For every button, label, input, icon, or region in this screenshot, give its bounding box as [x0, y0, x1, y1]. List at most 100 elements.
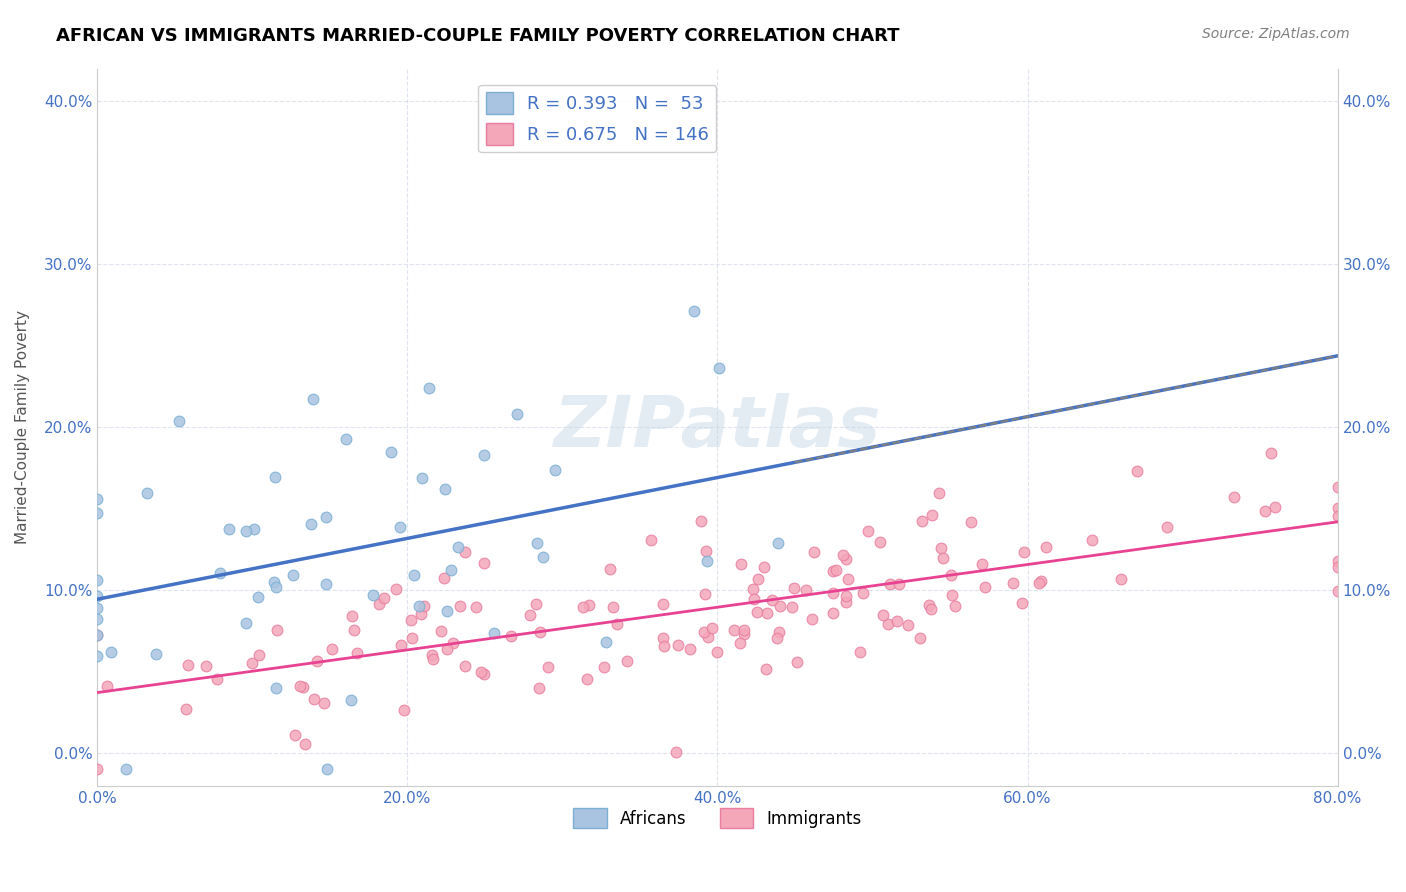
- Africans: [380, 445, 402, 459]
- Immigrants: [689, 514, 711, 528]
- Africans: [389, 519, 412, 533]
- Immigrants: [1002, 576, 1025, 591]
- Immigrants: [801, 612, 824, 626]
- Africans: [86, 573, 108, 587]
- Immigrants: [972, 558, 994, 572]
- Immigrants: [1326, 501, 1348, 516]
- Immigrants: [247, 648, 270, 662]
- Immigrants: [524, 597, 547, 611]
- Immigrants: [1028, 576, 1050, 591]
- Africans: [595, 635, 617, 649]
- Immigrants: [652, 639, 675, 653]
- Immigrants: [321, 641, 343, 656]
- Africans: [218, 522, 240, 536]
- Immigrants: [939, 568, 962, 582]
- Africans: [264, 470, 287, 484]
- Immigrants: [728, 635, 751, 649]
- Immigrants: [537, 659, 560, 673]
- Africans: [86, 601, 108, 615]
- Immigrants: [943, 599, 966, 613]
- Immigrants: [730, 558, 752, 572]
- Immigrants: [454, 658, 477, 673]
- Immigrants: [877, 617, 900, 632]
- Immigrants: [176, 702, 198, 716]
- Africans: [506, 408, 529, 422]
- Africans: [408, 599, 430, 613]
- Immigrants: [897, 618, 920, 632]
- Text: AFRICAN VS IMMIGRANTS MARRIED-COUPLE FAMILY POVERTY CORRELATION CHART: AFRICAN VS IMMIGRANTS MARRIED-COUPLE FAM…: [56, 27, 900, 45]
- Africans: [340, 693, 363, 707]
- Africans: [86, 649, 108, 664]
- Africans: [418, 381, 440, 395]
- Immigrants: [869, 534, 891, 549]
- Immigrants: [752, 560, 775, 574]
- Immigrants: [741, 582, 763, 596]
- Immigrants: [291, 680, 314, 694]
- Immigrants: [499, 629, 522, 643]
- Africans: [247, 590, 270, 604]
- Immigrants: [1223, 490, 1246, 504]
- Africans: [447, 541, 470, 555]
- Immigrants: [768, 625, 790, 640]
- Immigrants: [384, 582, 406, 596]
- Immigrants: [449, 599, 471, 613]
- Immigrants: [832, 548, 855, 562]
- Immigrants: [823, 586, 845, 600]
- Africans: [315, 577, 337, 591]
- Immigrants: [571, 599, 593, 614]
- Immigrants: [177, 657, 200, 672]
- Immigrants: [823, 564, 845, 578]
- Africans: [235, 524, 257, 538]
- Africans: [86, 492, 108, 507]
- Immigrants: [755, 662, 778, 676]
- Immigrants: [1011, 596, 1033, 610]
- Africans: [482, 626, 505, 640]
- Immigrants: [302, 691, 325, 706]
- Africans: [707, 361, 730, 376]
- Immigrants: [606, 616, 628, 631]
- Immigrants: [205, 672, 228, 686]
- Africans: [531, 550, 554, 565]
- Immigrants: [761, 593, 783, 607]
- Immigrants: [640, 533, 662, 547]
- Immigrants: [825, 563, 848, 577]
- Immigrants: [733, 623, 755, 637]
- Immigrants: [872, 608, 894, 623]
- Immigrants: [409, 607, 432, 622]
- Immigrants: [1260, 445, 1282, 459]
- Immigrants: [1081, 533, 1104, 547]
- Immigrants: [665, 746, 688, 760]
- Immigrants: [879, 577, 901, 591]
- Y-axis label: Married-Couple Family Poverty: Married-Couple Family Poverty: [15, 310, 30, 544]
- Immigrants: [695, 586, 717, 600]
- Immigrants: [666, 639, 689, 653]
- Immigrants: [1111, 572, 1133, 586]
- Immigrants: [420, 648, 443, 662]
- Africans: [86, 589, 108, 603]
- Africans: [363, 587, 385, 601]
- Immigrants: [974, 580, 997, 594]
- Immigrants: [889, 577, 911, 591]
- Immigrants: [464, 599, 486, 614]
- Immigrants: [723, 623, 745, 637]
- Immigrants: [695, 544, 717, 558]
- Immigrants: [1254, 504, 1277, 518]
- Africans: [299, 516, 322, 531]
- Immigrants: [756, 607, 779, 621]
- Africans: [263, 574, 285, 589]
- Immigrants: [745, 605, 768, 619]
- Africans: [696, 554, 718, 568]
- Immigrants: [1029, 574, 1052, 589]
- Immigrants: [766, 632, 789, 646]
- Africans: [315, 510, 337, 524]
- Immigrants: [733, 626, 755, 640]
- Immigrants: [401, 632, 423, 646]
- Africans: [135, 485, 157, 500]
- Immigrants: [941, 588, 963, 602]
- Immigrants: [194, 659, 217, 673]
- Immigrants: [394, 703, 416, 717]
- Immigrants: [769, 599, 792, 613]
- Immigrants: [835, 589, 858, 603]
- Legend: Africans, Immigrants: Africans, Immigrants: [567, 801, 869, 835]
- Africans: [264, 681, 287, 695]
